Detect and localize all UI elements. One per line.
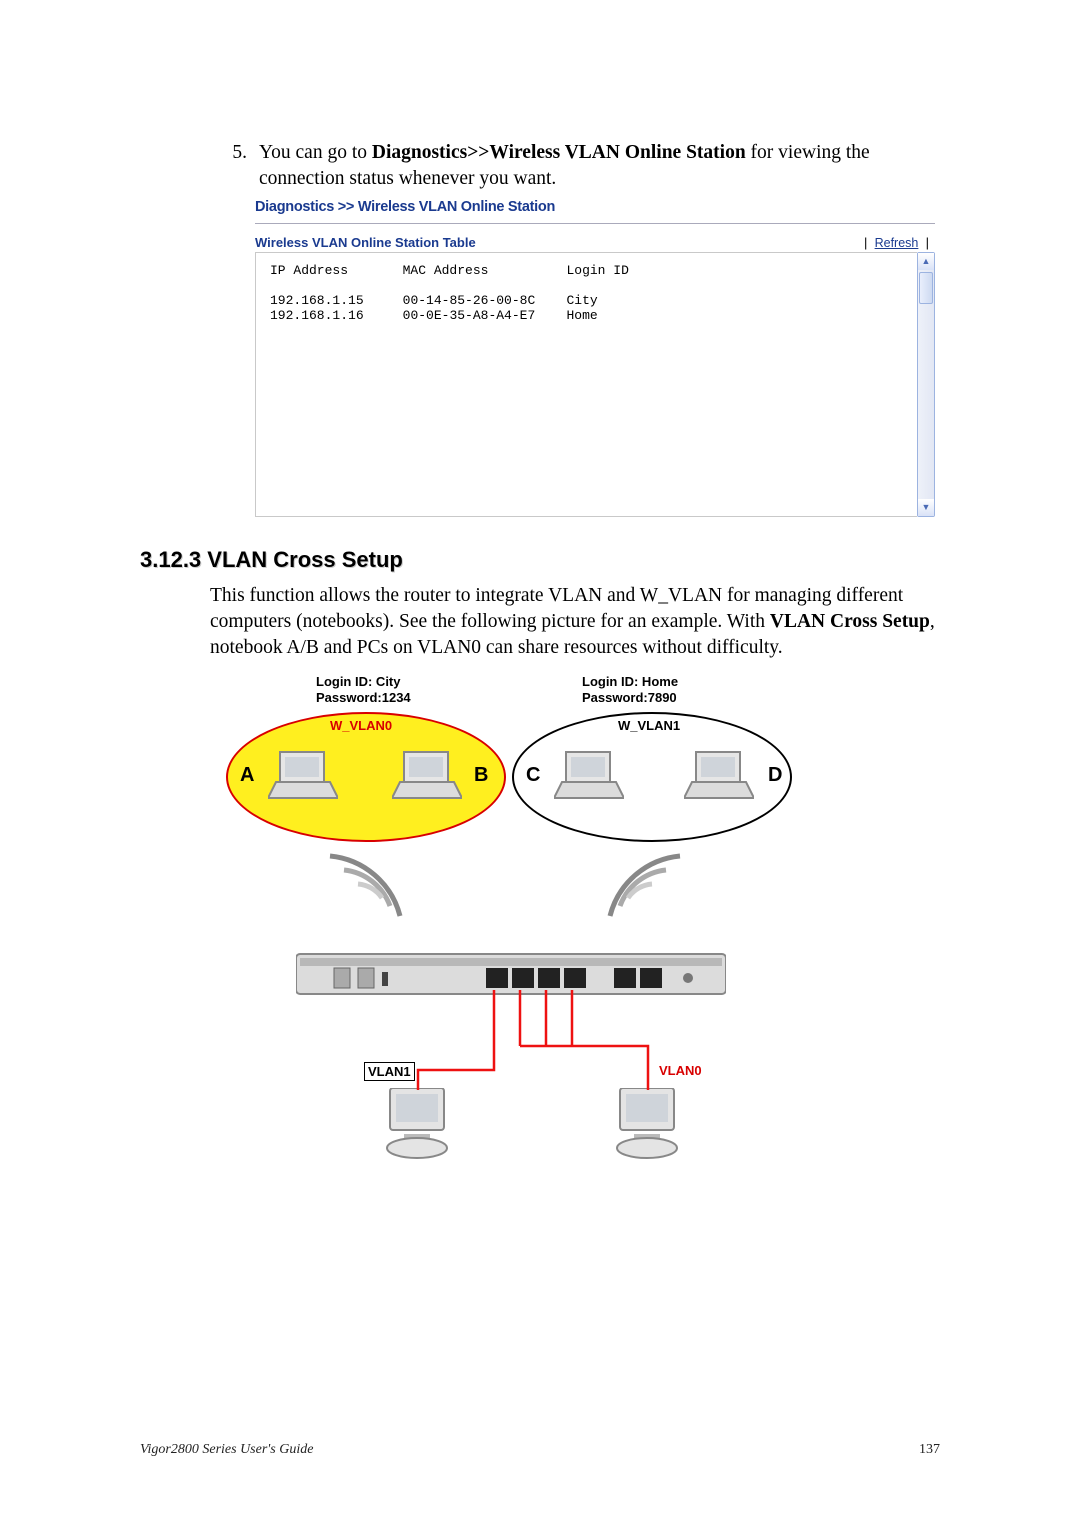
wvlan0-label: W_VLAN0	[330, 718, 392, 733]
label-D: D	[768, 764, 782, 787]
row1-login: Home	[566, 308, 597, 323]
laptop-C	[554, 748, 624, 802]
scroll-up-icon[interactable]: ▲	[918, 253, 934, 270]
scroll-down-icon[interactable]: ▼	[918, 499, 934, 516]
laptop-D	[684, 748, 754, 802]
col-ip: IP Address	[270, 263, 348, 278]
scroll-thumb[interactable]	[919, 272, 933, 304]
pc-vlan0	[612, 1088, 682, 1160]
laptop-B	[392, 748, 462, 802]
refresh-area: | Refresh |	[864, 235, 929, 250]
online-station-screenshot: Diagnostics >> Wireless VLAN Online Stat…	[255, 199, 935, 517]
station-table: IP Address MAC Address Login ID 192.168.…	[255, 252, 917, 517]
row1-mac: 00-0E-35-A8-A4-E7	[403, 308, 536, 323]
pc-vlan1	[382, 1088, 452, 1160]
refresh-link[interactable]: Refresh	[875, 236, 919, 250]
page-number: 137	[919, 1442, 940, 1458]
vlan1-label: VLAN1	[364, 1062, 415, 1081]
wvlan1-label: W_VLAN1	[618, 718, 680, 733]
breadcrumb: Diagnostics >> Wireless VLAN Online Stat…	[255, 199, 935, 224]
step-number: 5.	[225, 140, 247, 193]
label-C: C	[526, 764, 540, 787]
para-bold: VLAN Cross Setup	[770, 611, 930, 632]
section-heading: 3.12.3 VLAN Cross Setup	[140, 547, 940, 573]
step-text-bold: Diagnostics>>Wireless VLAN Online Statio…	[372, 142, 746, 163]
col-mac: MAC Address	[403, 263, 489, 278]
wave-right	[570, 846, 690, 926]
wave-left	[320, 846, 440, 926]
vlan-diagram: Login ID: City Password:1234 Login ID: H…	[240, 670, 790, 1180]
row0-login: City	[566, 293, 597, 308]
table-title: Wireless VLAN Online Station Table	[255, 235, 476, 250]
label-A: A	[240, 764, 254, 787]
col-login: Login ID	[566, 263, 628, 278]
step-text-pre: You can go to	[259, 142, 372, 163]
row1-ip: 192.168.1.16	[270, 308, 364, 323]
label-B: B	[474, 764, 488, 787]
step-text: You can go to Diagnostics>>Wireless VLAN…	[259, 140, 940, 193]
row0-mac: 00-14-85-26-00-8C	[403, 293, 536, 308]
login-right: Login ID: Home Password:7890	[582, 674, 678, 707]
row0-ip: 192.168.1.15	[270, 293, 364, 308]
vlan0-label: VLAN0	[656, 1062, 705, 1079]
section-paragraph: This function allows the router to integ…	[210, 583, 940, 662]
footer-left: Vigor2800 Series User's Guide	[140, 1442, 313, 1458]
login-left: Login ID: City Password:1234	[316, 674, 411, 707]
scrollbar[interactable]: ▲ ▼	[917, 252, 935, 517]
laptop-A	[268, 748, 338, 802]
router	[296, 948, 726, 1000]
